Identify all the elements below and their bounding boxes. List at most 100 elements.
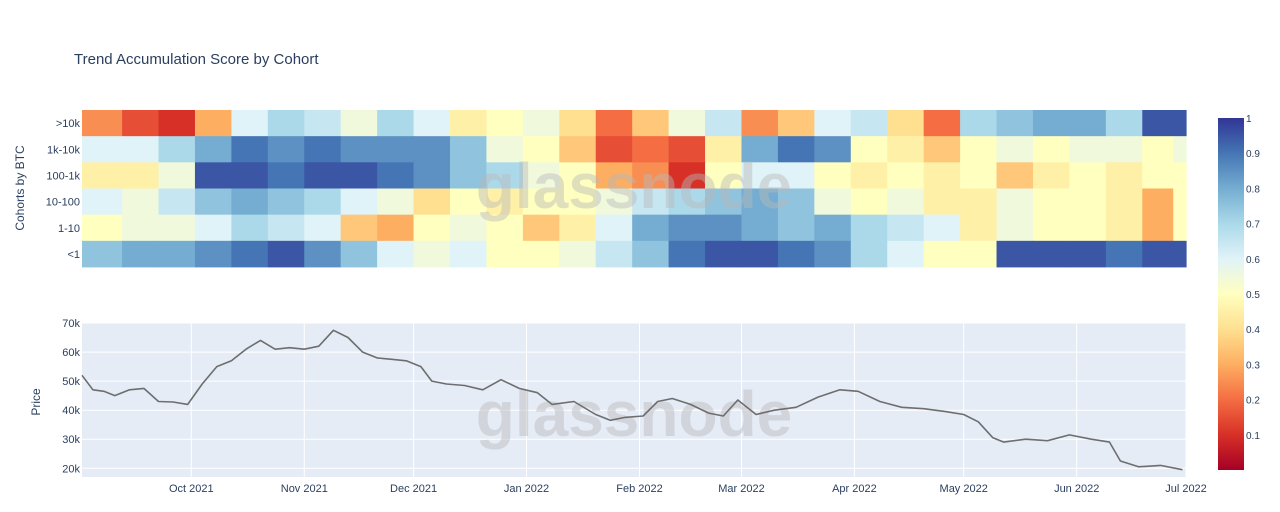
heatmap-cell bbox=[450, 214, 488, 242]
heatmap-cell bbox=[267, 110, 305, 137]
x-tick-label: Mar 2022 bbox=[718, 483, 764, 495]
heatmap-cell bbox=[486, 162, 524, 189]
heatmap-cell bbox=[632, 136, 670, 163]
heatmap-cell bbox=[1069, 188, 1107, 216]
heatmap-cell bbox=[559, 214, 597, 242]
heatmap-cell bbox=[413, 136, 451, 163]
heatmap-cell bbox=[1173, 240, 1187, 268]
heatmap-cell bbox=[122, 240, 160, 268]
heatmap-cell bbox=[340, 188, 378, 216]
heatmap-cell bbox=[1069, 136, 1107, 163]
heatmap-cell bbox=[1069, 162, 1107, 189]
heatmap-cell bbox=[595, 188, 633, 216]
heatmap-cell bbox=[231, 110, 269, 137]
heatmap-cell bbox=[595, 162, 633, 189]
heatmap-row-label: <1 bbox=[67, 249, 80, 261]
heatmap-cell bbox=[1105, 188, 1143, 216]
heatmap-cell bbox=[1142, 240, 1174, 268]
heatmap-cell bbox=[887, 240, 925, 268]
heatmap-cell bbox=[777, 240, 815, 268]
heatmap-cell bbox=[1142, 110, 1174, 137]
heatmap-cell bbox=[996, 240, 1034, 268]
heatmap-cell bbox=[413, 214, 451, 242]
heatmap-cell bbox=[194, 136, 232, 163]
heatmap-cell bbox=[814, 240, 852, 268]
heatmap-cell bbox=[1105, 136, 1143, 163]
heatmap-cell bbox=[960, 214, 998, 242]
heatmap-cell bbox=[122, 188, 160, 216]
x-tick-label: May 2022 bbox=[940, 483, 988, 495]
heatmap-cell bbox=[741, 136, 779, 163]
heatmap-cell bbox=[777, 162, 815, 189]
x-tick-label: Oct 2021 bbox=[169, 483, 214, 495]
heatmap-cell bbox=[1105, 110, 1143, 137]
heatmap-cell bbox=[377, 136, 415, 163]
y-tick-label: 70k bbox=[62, 318, 80, 330]
heatmap-cell bbox=[705, 240, 743, 268]
heatmap-cell bbox=[267, 214, 305, 242]
heatmap-cell bbox=[231, 188, 269, 216]
heatmap-cell bbox=[705, 136, 743, 163]
heatmap-cell bbox=[194, 214, 232, 242]
heatmap-cell bbox=[559, 136, 597, 163]
heatmap-row-label: 100-1k bbox=[46, 170, 80, 182]
colorbar-tick-label: 0.3 bbox=[1246, 360, 1260, 371]
heatmap-cell bbox=[158, 162, 196, 189]
heatmap-cell bbox=[668, 214, 706, 242]
y-tick-label: 40k bbox=[62, 405, 80, 417]
heatmap-cell bbox=[923, 188, 961, 216]
heatmap-cell bbox=[158, 110, 196, 137]
heatmap-cell bbox=[705, 162, 743, 189]
heatmap-cell bbox=[923, 162, 961, 189]
colorbar-tick-label: 0.6 bbox=[1246, 255, 1260, 266]
x-tick-label: Jul 2022 bbox=[1165, 483, 1207, 495]
heatmap-y-axis-label: Cohorts by BTC bbox=[13, 145, 27, 231]
heatmap-cell bbox=[887, 188, 925, 216]
heatmap-cell bbox=[1069, 214, 1107, 242]
heatmap-cell bbox=[668, 188, 706, 216]
heatmap-cell bbox=[777, 214, 815, 242]
heatmap-cell bbox=[522, 188, 560, 216]
heatmap-cell bbox=[632, 110, 670, 137]
heatmap-cell bbox=[486, 240, 524, 268]
heatmap-cell bbox=[960, 240, 998, 268]
heatmap-cell bbox=[705, 214, 743, 242]
heatmap-cell bbox=[158, 136, 196, 163]
heatmap-cell bbox=[122, 110, 160, 137]
heatmap-cell bbox=[887, 110, 925, 137]
heatmap-cell bbox=[777, 136, 815, 163]
heatmap-cell bbox=[450, 136, 488, 163]
heatmap-cell bbox=[1069, 240, 1107, 268]
heatmap-cell bbox=[158, 188, 196, 216]
heatmap-cell bbox=[267, 162, 305, 189]
heatmap-cell bbox=[194, 110, 232, 137]
y-tick-label: 60k bbox=[62, 347, 80, 359]
heatmap-cell bbox=[1032, 188, 1071, 216]
heatmap-cell bbox=[413, 162, 451, 189]
heatmap-cell bbox=[960, 162, 998, 189]
heatmap-cell bbox=[559, 110, 597, 137]
heatmap-cell bbox=[996, 110, 1034, 137]
heatmap-cell bbox=[996, 162, 1034, 189]
heatmap-cell bbox=[1142, 188, 1174, 216]
heatmap-cell bbox=[996, 188, 1034, 216]
heatmap-cell bbox=[705, 188, 743, 216]
heatmap-cell bbox=[377, 240, 415, 268]
heatmap-cell bbox=[850, 214, 888, 242]
heatmap-cell bbox=[741, 162, 779, 189]
heatmap-cell bbox=[231, 214, 269, 242]
heatmap-cell bbox=[887, 162, 925, 189]
heatmap-cell bbox=[486, 136, 524, 163]
heatmap-cell bbox=[632, 162, 670, 189]
heatmap-cell bbox=[486, 214, 524, 242]
heatmap-cell bbox=[887, 214, 925, 242]
heatmap-cell bbox=[741, 214, 779, 242]
heatmap-cell bbox=[1173, 162, 1187, 189]
heatmap-cell bbox=[304, 214, 342, 242]
watermark: glassnode bbox=[476, 150, 793, 222]
heatmap-cell bbox=[960, 188, 998, 216]
heatmap-cell bbox=[82, 214, 123, 242]
heatmap-cell bbox=[194, 188, 232, 216]
heatmap-cell bbox=[340, 240, 378, 268]
